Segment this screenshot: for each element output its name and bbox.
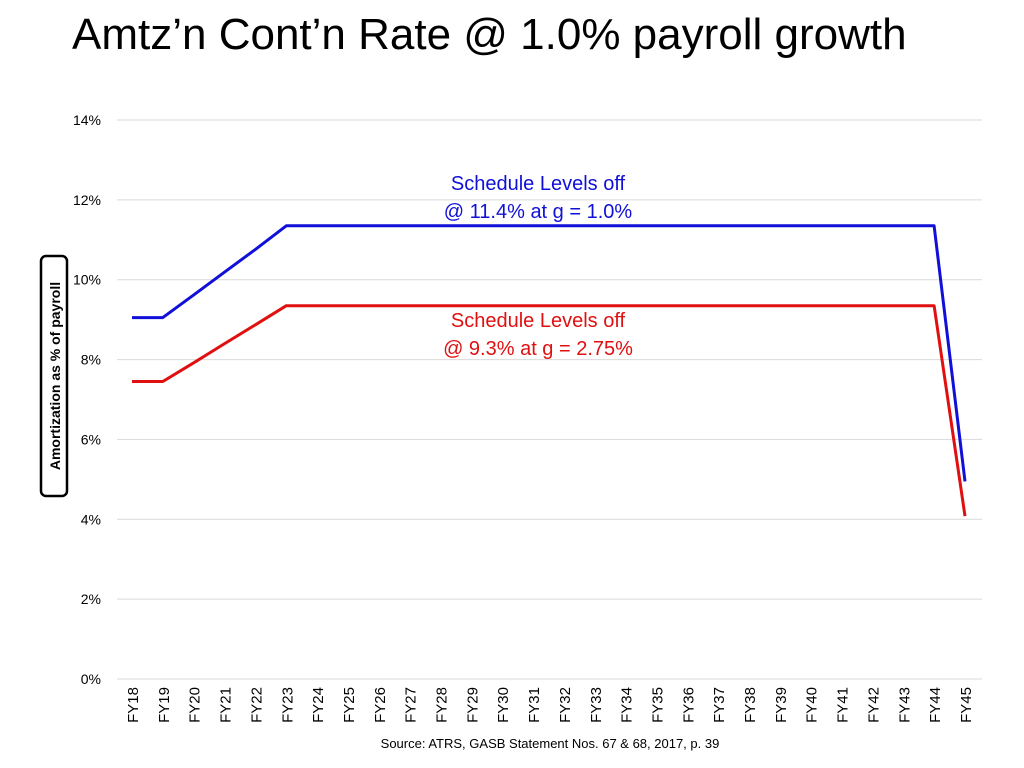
x-tick-label: FY35 bbox=[649, 687, 666, 723]
x-tick-label: FY44 bbox=[927, 687, 944, 723]
series-line-1 bbox=[132, 224, 967, 482]
y-tick-label: 8% bbox=[81, 352, 101, 368]
x-tick-label: FY20 bbox=[187, 687, 204, 723]
y-tick-label: 12% bbox=[73, 192, 101, 208]
annotation-line: @ 11.4% at g = 1.0% bbox=[444, 201, 633, 223]
annotation-line: Schedule Levels off bbox=[451, 173, 626, 195]
y-tick-label: 2% bbox=[81, 591, 101, 607]
x-tick-label: FY26 bbox=[372, 687, 389, 723]
x-tick-label: FY22 bbox=[248, 687, 265, 723]
annotations: Schedule Levels off @ 11.4% at g = 1.0% Sc… bbox=[443, 173, 633, 360]
x-tick-label: FY31 bbox=[526, 687, 543, 723]
gridlines bbox=[117, 119, 982, 680]
x-tick-label: FY30 bbox=[495, 687, 512, 723]
y-axis-label-border bbox=[39, 254, 69, 498]
x-tick-label: FY34 bbox=[619, 687, 636, 723]
x-tick-label: FY21 bbox=[218, 687, 235, 723]
x-tick-label: FY37 bbox=[711, 687, 728, 723]
x-tick-label: FY36 bbox=[680, 687, 697, 723]
x-tick-label: FY27 bbox=[403, 687, 420, 723]
series-line-2 bbox=[132, 304, 967, 517]
x-tick-label: FY18 bbox=[125, 687, 142, 723]
y-tick-label: 10% bbox=[73, 272, 101, 288]
x-tick-label: FY24 bbox=[310, 687, 327, 723]
x-tick-label: FY42 bbox=[865, 687, 882, 723]
y-tick-label: 4% bbox=[81, 511, 101, 527]
x-tick-label: FY39 bbox=[773, 687, 790, 723]
y-axis-ticks: 0% 2% 4% 6% 8% 10% 12% 14% bbox=[73, 112, 101, 687]
x-tick-label: FY25 bbox=[341, 687, 358, 723]
x-tick-label: FY23 bbox=[279, 687, 296, 723]
y-tick-label: 0% bbox=[81, 671, 101, 687]
x-tick-label: FY40 bbox=[804, 687, 821, 723]
y-tick-label: 14% bbox=[73, 112, 101, 128]
x-tick-label: FY41 bbox=[835, 687, 852, 723]
x-tick-label: FY45 bbox=[958, 687, 975, 723]
annotation-line: @ 9.3% at g = 2.75% bbox=[443, 338, 633, 360]
y-axis-label: Amortization as % of payroll bbox=[47, 282, 63, 470]
x-tick-label: FY29 bbox=[464, 687, 481, 723]
x-tick-label: FY43 bbox=[896, 687, 913, 723]
x-tick-label: FY19 bbox=[156, 687, 173, 723]
x-tick-label: FY33 bbox=[588, 687, 605, 723]
series-lines bbox=[132, 224, 967, 517]
y-tick-label: 6% bbox=[81, 431, 101, 447]
x-tick-label: FY38 bbox=[742, 687, 759, 723]
x-tick-label: FY28 bbox=[434, 687, 451, 723]
x-tick-label: FY32 bbox=[557, 687, 574, 723]
source-note: Source: ATRS, GASB Statement Nos. 67 & 6… bbox=[380, 736, 720, 751]
chart-title: Amtz’n Cont’n Rate @ 1.0% payroll growth bbox=[72, 10, 907, 59]
x-axis-ticks: FY18 FY19 FY20 FY21 FY22 FY23 FY24 FY25 FY26 FY27… bbox=[125, 687, 975, 723]
annotation-line: Schedule Levels off bbox=[451, 310, 626, 332]
y-axis-label-box: Amortization as % of payroll bbox=[39, 254, 69, 498]
